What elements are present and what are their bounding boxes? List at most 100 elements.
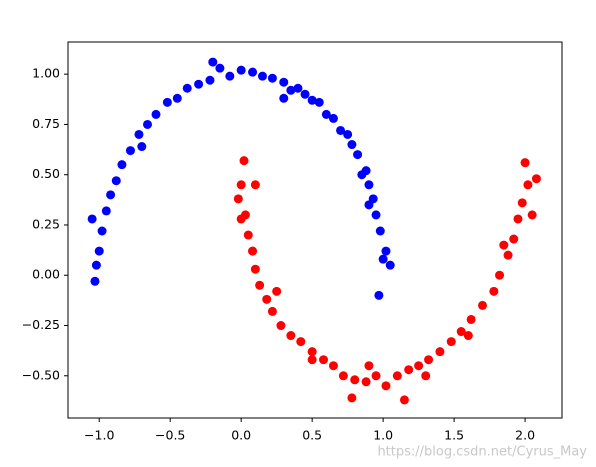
- point: [527, 210, 537, 220]
- point: [435, 347, 445, 357]
- point: [364, 200, 374, 210]
- point: [236, 65, 246, 75]
- point: [478, 300, 488, 310]
- point: [466, 314, 476, 324]
- point: [276, 321, 286, 331]
- point: [257, 71, 267, 81]
- point: [267, 306, 277, 316]
- point: [353, 150, 363, 160]
- point: [236, 180, 246, 190]
- point: [296, 337, 306, 347]
- point: [279, 77, 289, 87]
- point: [378, 254, 388, 264]
- point: [414, 361, 424, 371]
- point: [321, 109, 331, 119]
- point: [97, 226, 107, 236]
- point: [456, 327, 466, 337]
- point: [225, 71, 235, 81]
- point: [385, 260, 395, 270]
- point: [503, 250, 513, 260]
- point: [236, 214, 246, 224]
- point: [106, 190, 116, 200]
- point: [463, 331, 473, 341]
- y-tick-label: 0.25: [32, 216, 60, 231]
- y-tick-label: 0.75: [32, 116, 60, 131]
- point: [336, 125, 346, 135]
- point: [94, 246, 104, 256]
- point: [91, 260, 101, 270]
- point: [404, 365, 414, 375]
- point: [307, 347, 317, 357]
- point: [319, 355, 329, 365]
- y-tick-label: 0.00: [32, 267, 60, 282]
- x-tick-label: 0.0: [231, 428, 251, 443]
- point: [262, 294, 272, 304]
- point: [286, 331, 296, 341]
- point: [364, 180, 374, 190]
- point: [381, 246, 391, 256]
- point: [307, 95, 317, 105]
- point: [381, 381, 391, 391]
- point: [137, 142, 147, 152]
- point: [286, 85, 296, 95]
- point: [117, 160, 127, 170]
- point: [194, 79, 204, 89]
- point: [392, 371, 402, 381]
- y-tick-label: 1.00: [32, 66, 60, 81]
- point: [499, 240, 509, 250]
- point: [328, 361, 338, 371]
- point: [111, 176, 121, 186]
- point: [371, 210, 381, 220]
- plot-frame: [67, 41, 563, 419]
- point: [250, 264, 260, 274]
- point: [350, 375, 360, 385]
- x-tick-label: −0.5: [155, 428, 185, 443]
- point: [531, 174, 541, 184]
- point: [255, 280, 265, 290]
- x-tick-label: 0.5: [302, 428, 322, 443]
- point: [162, 97, 172, 107]
- point: [125, 146, 135, 156]
- point: [361, 377, 371, 387]
- point: [421, 371, 431, 381]
- point: [523, 180, 533, 190]
- point: [357, 170, 367, 180]
- point: [374, 290, 384, 300]
- y-tick-label: 0.50: [32, 166, 60, 181]
- point: [215, 63, 225, 73]
- point: [347, 393, 357, 403]
- point: [446, 337, 456, 347]
- point: [182, 83, 192, 93]
- point: [243, 230, 253, 240]
- point: [364, 361, 374, 371]
- point: [338, 371, 348, 381]
- x-tick-label: 2.0: [515, 428, 535, 443]
- point: [87, 214, 97, 224]
- point: [142, 119, 152, 129]
- point: [134, 129, 144, 139]
- y-tick-label: −0.50: [22, 367, 60, 382]
- point: [347, 140, 357, 150]
- point: [239, 156, 249, 166]
- point: [267, 73, 277, 83]
- point: [90, 276, 100, 286]
- point: [151, 109, 161, 119]
- x-tick-label: 1.5: [444, 428, 464, 443]
- point: [307, 355, 317, 365]
- point: [328, 113, 338, 123]
- point: [371, 371, 381, 381]
- point: [300, 89, 310, 99]
- point: [489, 286, 499, 296]
- point: [248, 67, 258, 77]
- point: [205, 75, 215, 85]
- point: [293, 83, 303, 93]
- point: [279, 93, 289, 103]
- point: [208, 57, 218, 67]
- point: [343, 129, 353, 139]
- point: [233, 194, 243, 204]
- point: [272, 286, 282, 296]
- point: [517, 198, 527, 208]
- point: [509, 234, 519, 244]
- point: [101, 206, 111, 216]
